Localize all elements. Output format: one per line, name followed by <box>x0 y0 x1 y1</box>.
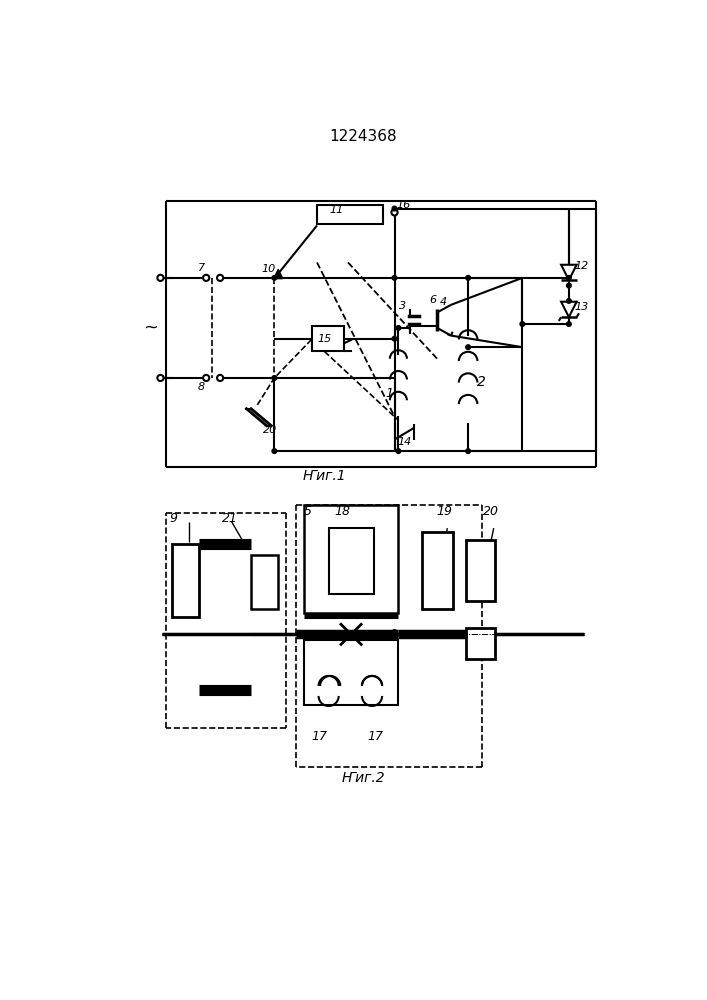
Circle shape <box>566 276 571 280</box>
Text: 1: 1 <box>385 387 393 400</box>
Circle shape <box>217 375 223 381</box>
Circle shape <box>392 206 397 211</box>
Polygon shape <box>561 302 577 317</box>
Circle shape <box>392 336 397 341</box>
Circle shape <box>392 209 397 215</box>
Circle shape <box>158 275 163 281</box>
Text: 6: 6 <box>429 295 436 305</box>
Text: 18: 18 <box>335 505 351 518</box>
Text: 20: 20 <box>262 425 277 435</box>
Text: 19: 19 <box>437 505 453 518</box>
Circle shape <box>566 299 571 303</box>
Text: 7: 7 <box>198 263 205 273</box>
Circle shape <box>203 375 209 381</box>
Text: 8: 8 <box>198 382 205 392</box>
Circle shape <box>520 322 525 326</box>
Circle shape <box>396 449 401 453</box>
Text: 12: 12 <box>574 261 588 271</box>
Text: ~: ~ <box>143 319 158 337</box>
Text: 17: 17 <box>367 730 383 742</box>
Text: 9: 9 <box>170 512 177 525</box>
Circle shape <box>566 322 571 326</box>
Text: 17: 17 <box>311 730 327 742</box>
Text: 20: 20 <box>484 505 499 518</box>
Text: 13: 13 <box>574 302 588 312</box>
Polygon shape <box>561 265 577 280</box>
Text: 4: 4 <box>440 297 447 307</box>
Text: 10: 10 <box>262 264 276 274</box>
Bar <box>251 555 279 609</box>
Text: 21: 21 <box>222 512 238 525</box>
Bar <box>421 532 452 609</box>
Circle shape <box>217 275 223 281</box>
Circle shape <box>392 630 397 634</box>
Text: 16: 16 <box>397 200 411 210</box>
Text: 3: 3 <box>399 301 406 311</box>
Circle shape <box>396 326 401 330</box>
Bar <box>466 540 495 601</box>
Bar <box>304 640 398 705</box>
Circle shape <box>272 376 276 380</box>
Text: Ҥиг.2: Ҥиг.2 <box>341 771 385 785</box>
Circle shape <box>272 276 276 280</box>
Text: 15: 15 <box>317 334 332 344</box>
Circle shape <box>466 345 470 349</box>
Bar <box>304 505 398 613</box>
Bar <box>317 205 383 224</box>
Polygon shape <box>274 269 283 279</box>
Text: 2: 2 <box>477 375 486 389</box>
Bar <box>312 326 344 351</box>
Bar <box>329 528 373 594</box>
Circle shape <box>392 276 397 280</box>
Bar <box>466 628 495 659</box>
Circle shape <box>272 449 276 453</box>
Text: 5: 5 <box>304 505 312 518</box>
Text: 1224368: 1224368 <box>329 129 397 144</box>
Circle shape <box>566 283 571 288</box>
Text: Ҥиг.1: Ҥиг.1 <box>303 469 346 483</box>
Circle shape <box>466 276 470 280</box>
Text: 14: 14 <box>397 437 411 447</box>
Text: 11: 11 <box>329 205 344 215</box>
Circle shape <box>158 375 163 381</box>
Circle shape <box>466 449 470 453</box>
Circle shape <box>203 275 209 281</box>
Bar <box>172 544 199 617</box>
